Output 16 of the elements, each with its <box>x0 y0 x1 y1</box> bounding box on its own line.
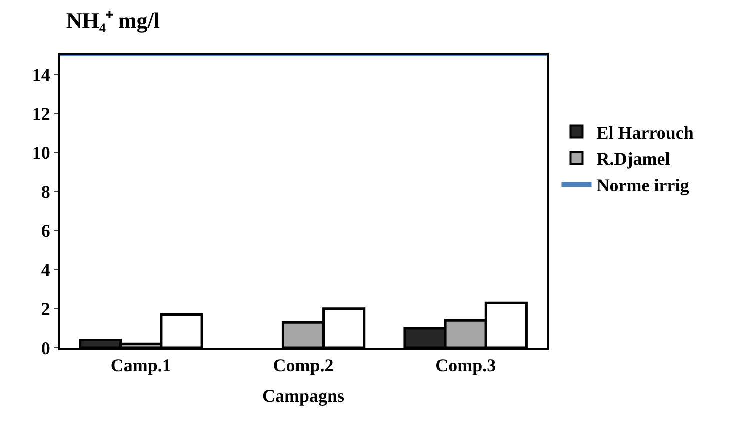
y-tick-label: 0 <box>41 338 50 358</box>
y-tick-label: 6 <box>41 221 50 242</box>
y-tick-label: 10 <box>32 142 50 163</box>
x-axis-title: Campagns <box>262 386 345 406</box>
y-tick-label: 2 <box>41 299 50 320</box>
x-tick-label: Camp.1 <box>110 356 172 376</box>
legend-label: R.Djamel <box>596 149 670 170</box>
y-tick-label: 4 <box>41 260 50 280</box>
y-tick-label: 14 <box>32 64 50 85</box>
x-tick-label: Comp.3 <box>436 356 496 376</box>
legend-label: Norme irrig <box>596 176 690 196</box>
y-tick-label: 12 <box>32 104 50 124</box>
legend-label: El Harrouch <box>596 122 694 143</box>
x-tick-label: Comp.2 <box>273 356 334 376</box>
chart-title: NH₄⁺ mg/l <box>66 8 160 34</box>
y-tick-label: 8 <box>41 182 50 202</box>
